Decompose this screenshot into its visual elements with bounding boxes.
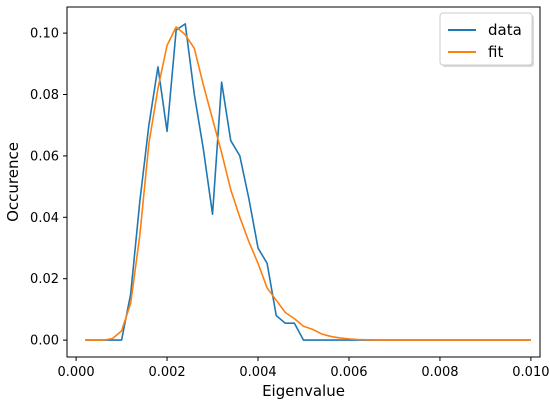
y-tick-label: 0.04 [30,211,59,226]
x-axis-label: Eigenvalue [262,382,345,400]
y-tick-label: 0.08 [30,88,59,103]
y-tick-label: 0.06 [30,149,59,164]
y-tick-label: 0.02 [30,272,59,287]
legend-label-fit: fit [488,43,503,61]
series-line-data [85,23,531,341]
y-axis-label: Occurence [4,142,22,222]
x-tick-label: 0.010 [512,365,549,380]
plot-area [66,6,541,358]
y-axis: 0.00 0.02 0.04 0.06 0.08 0.10 [30,27,67,349]
y-tick-label: 0.00 [30,334,59,349]
plot-frame [66,6,541,358]
x-tick-label: 0.006 [330,365,367,380]
y-tick-label: 0.10 [30,27,59,42]
legend-label-data: data [488,21,522,39]
x-tick-label: 0.000 [57,365,94,380]
legend: data fit [439,12,534,67]
series-line-fit [85,26,531,341]
x-tick-label: 0.002 [148,365,185,380]
x-axis: 0.000 0.002 0.004 0.006 0.008 0.010 [57,357,550,380]
x-tick-label: 0.004 [239,365,276,380]
x-tick-label: 0.008 [421,365,458,380]
